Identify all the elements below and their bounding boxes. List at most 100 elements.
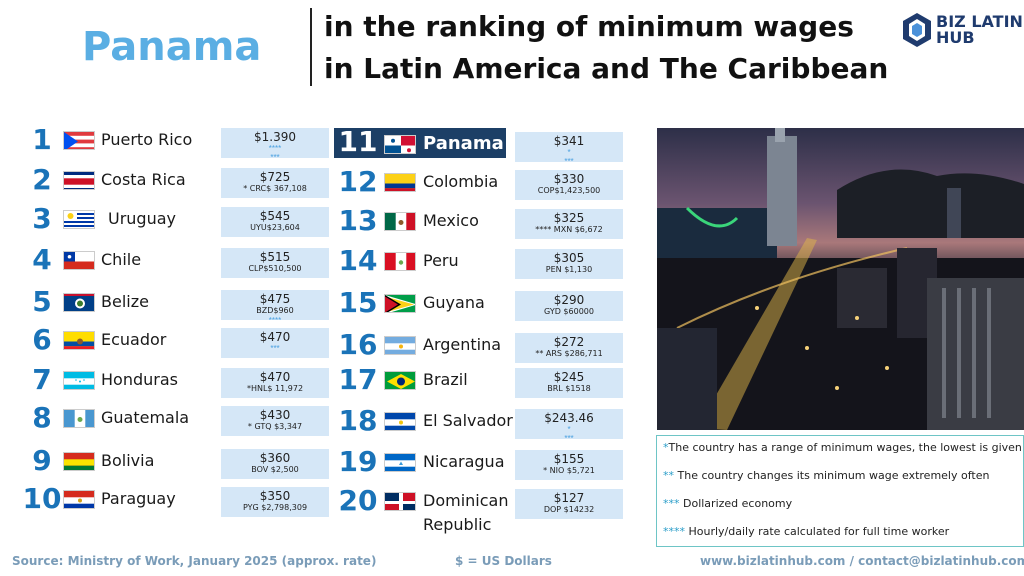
flag-icon (384, 135, 416, 154)
rank-number: 2 (32, 163, 52, 196)
wage-box: $127 DOP $14232 (515, 489, 623, 519)
flag-icon (384, 294, 416, 313)
flag-icon (63, 293, 95, 312)
wage-box: $330 COP$1,423,500 (515, 170, 623, 200)
wage-local-currency: * GTQ $3,347 (247, 422, 303, 431)
wage-box: $290 GYD $60000 (515, 291, 623, 321)
wage-usd: $350 (259, 489, 291, 503)
wage-box: $305 PEN $1,130 (515, 249, 623, 279)
wage-usd: $272 (553, 335, 585, 349)
wage-local-currency: **** MXN $6,672 (535, 225, 603, 234)
country-name: Costa Rica (101, 170, 186, 189)
flag-icon (384, 371, 416, 390)
wage-footnote-marks: **** *** (268, 144, 282, 162)
country-name: Guatemala (101, 408, 190, 427)
contact-link[interactable]: www.bizlatinhub.com / contact@bizlatinhu… (700, 554, 1024, 568)
wage-local-currency: GYD $60000 (544, 307, 594, 316)
wage-usd: $515 (259, 250, 291, 264)
wage-box: $155 * NIO $5,721 (515, 450, 623, 480)
wage-usd: $290 (553, 293, 585, 307)
country-name: Argentina (423, 335, 502, 354)
wage-usd: $725 (259, 170, 291, 184)
wage-box: $470 *HNL$ 11,972 (221, 368, 329, 398)
country-name: Nicaragua (423, 452, 505, 471)
wage-box: $243.46 * *** (515, 409, 623, 443)
country-name: Puerto Rico (101, 130, 193, 149)
wage-usd: $475 (259, 292, 291, 306)
wage-box: $325 **** MXN $6,672 (515, 209, 623, 239)
source-note: Source: Ministry of Work, January 2025 (… (12, 554, 377, 568)
rank-number: 10 (22, 482, 62, 515)
country-name: Mexico (423, 211, 479, 230)
rank-number: 18 (338, 404, 378, 437)
wage-box: $1.390 **** *** (221, 128, 329, 162)
country-name: Uruguay (108, 209, 176, 228)
wage-box: $360 BOV $2,500 (221, 449, 329, 479)
panama-city-photo (657, 128, 1024, 430)
wage-box: $430 * GTQ $3,347 (221, 406, 329, 436)
country-name: Bolivia (101, 451, 155, 470)
wage-local-currency: BZD$960 (256, 306, 294, 315)
wage-footnote-marks: *** (270, 344, 280, 353)
bizlatinhub-logo-icon (903, 13, 931, 47)
highlight-bar-panama (334, 128, 506, 158)
rank-number: 3 (32, 202, 52, 235)
legend-box: *The country has a range of minimum wage… (656, 435, 1024, 547)
wage-usd: $470 (259, 330, 291, 344)
wage-local-currency: CLP$510,500 (248, 264, 302, 273)
wage-local-currency: DOP $14232 (543, 505, 595, 514)
legend-item: *** Dollarized economy (663, 497, 793, 510)
brand-logo: BIZ LATIN HUB (902, 10, 1023, 50)
legend-item: ** The country changes its minimum wage … (663, 469, 990, 482)
wage-local-currency: COP$1,423,500 (537, 186, 601, 195)
flag-icon (384, 173, 416, 192)
rank-number: 19 (338, 445, 378, 478)
rank-number: 9 (32, 444, 52, 477)
wage-box: $725 * CRC$ 367,108 (221, 168, 329, 198)
country-name: Colombia (423, 172, 499, 191)
flag-icon (63, 171, 95, 190)
rank-number: 17 (338, 363, 378, 396)
flag-icon (63, 331, 95, 350)
rank-number: 1 (32, 123, 52, 156)
wage-box: $350 PYG $2,798,309 (221, 487, 329, 517)
country-name: Dominican Republic (423, 491, 509, 534)
wage-usd: $330 (553, 172, 585, 186)
wage-footnote-marks: * *** (564, 148, 574, 166)
country-name: Paraguay (101, 489, 176, 508)
wage-usd: $430 (259, 408, 291, 422)
title-line-1: in the ranking of minimum wages (324, 10, 854, 43)
wage-usd: $325 (553, 211, 585, 225)
title-line-2: in Latin America and The Caribbean (324, 52, 889, 85)
rank-number: 7 (32, 363, 52, 396)
flag-icon (384, 412, 416, 431)
flag-icon (63, 371, 95, 390)
wage-footnote-marks: * *** (564, 425, 574, 443)
wage-box: $515 CLP$510,500 (221, 248, 329, 278)
wage-local-currency: ** ARS $286,711 (535, 349, 603, 358)
wage-local-currency: * NIO $5,721 (543, 466, 595, 475)
flag-icon (384, 212, 416, 231)
wage-box: $245 BRL $1518 (515, 368, 623, 398)
wage-footnote-marks: **** (268, 316, 282, 325)
flag-icon (63, 490, 95, 509)
wage-local-currency: BRL $1518 (547, 384, 591, 393)
legend-item: **** Hourly/daily rate calculated for fu… (663, 525, 950, 538)
rank-number: 4 (32, 243, 52, 276)
rank-number: 15 (338, 286, 378, 319)
country-name: Panama (423, 133, 504, 154)
country-name: Chile (101, 250, 142, 269)
wage-box: $470 *** (221, 328, 329, 358)
country-name: Belize (101, 292, 149, 311)
wage-usd: $155 (553, 452, 585, 466)
country-name: Brazil (423, 370, 468, 389)
country-name: Ecuador (101, 330, 167, 349)
country-name: El Salvador (423, 411, 513, 430)
wage-usd: $545 (259, 209, 291, 223)
wage-local-currency: PEN $1,130 (545, 265, 593, 274)
rank-number: 14 (338, 244, 378, 277)
rank-number: 11 (338, 125, 378, 158)
currency-note: $ = US Dollars (455, 554, 552, 568)
wage-box: $341 * *** (515, 132, 623, 166)
rank-number: 13 (338, 204, 378, 237)
